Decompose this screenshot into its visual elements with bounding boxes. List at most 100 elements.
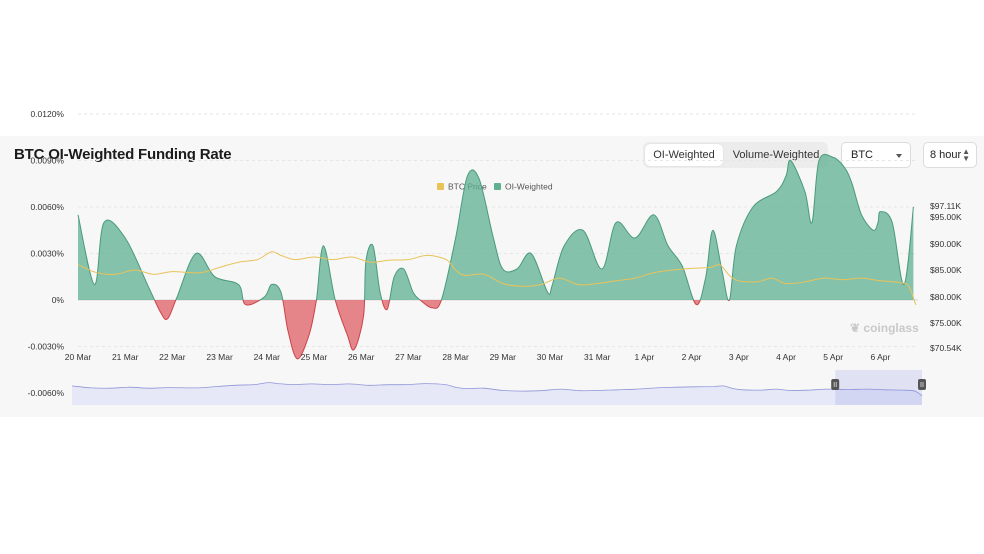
right-axis: $97.11K$95.00K $90.00K $85.00K $80.00K $75.0… [930,201,962,353]
oi-point [308,333,311,336]
oi-point [287,330,290,333]
price-point [464,274,467,277]
y-tick-label: 0.0030% [30,249,64,259]
oi-point [844,167,847,170]
oi-point [419,299,422,302]
navigator-handle-right[interactable] [918,379,926,390]
price-point [770,277,773,280]
oi-point [386,308,389,311]
volume-weighted-tab[interactable]: Volume-Weighted [732,149,820,161]
x-tick-label: 2 Apr [682,352,702,362]
oi-point [412,291,415,294]
price-point [294,258,297,261]
legend-label-oi[interactable]: OI-Weighted [505,182,553,192]
price-point [785,282,788,285]
price-point [237,261,240,264]
price-point [652,271,655,274]
oi-point [551,283,554,286]
oi-point [431,306,434,309]
oi-point [515,268,518,271]
x-tick-label: 23 Mar [206,352,233,362]
price-point [501,282,504,285]
price-point [577,283,580,286]
oi-point [362,314,365,317]
oi-point [379,291,382,294]
legend-swatch-price [437,183,444,190]
oi-point [466,175,469,178]
interval-select[interactable]: 8 hour ▲ ▼ [923,142,977,168]
price-point [671,269,674,272]
oi-point [270,283,273,286]
oi-point [393,275,396,278]
oi-point [353,348,356,351]
coin-select[interactable]: BTC [841,142,911,168]
oi-point [751,206,754,209]
price-point [615,279,618,282]
price-point [77,263,80,266]
price-point [407,258,410,261]
x-tick-label: 1 Apr [634,352,654,362]
oi-point [402,268,405,271]
btc-price-line [77,251,917,305]
price-point [756,280,759,283]
price-point [596,282,599,285]
oi-point [263,295,266,298]
price-point [860,277,863,280]
oi-point [334,299,337,302]
x-tick-label: 24 Mar [254,352,281,362]
y-tick-label: -0.0030% [28,342,65,352]
y-tick-label: 0.0090% [30,156,64,166]
oi-point [546,291,549,294]
legend: BTC Price OI-Weighted [437,182,553,192]
x-tick-label: 30 Mar [537,352,564,362]
oi-point [735,244,738,247]
x-tick-label: 5 Apr [823,352,843,362]
oi-point [244,303,247,306]
oi-point [296,357,299,360]
price-point [369,261,372,264]
coinglass-logo: ❦ coinglass [850,321,919,335]
navigator-area [72,382,922,405]
price-point [690,267,693,270]
oi-point [912,206,915,209]
legend-swatch-oi [494,183,501,190]
oi-point [440,299,443,302]
oi-negative-area [78,300,914,359]
price-point [879,279,882,282]
oi-point [810,221,813,224]
x-tick-label: 25 Mar [301,352,328,362]
oi-point [877,221,880,224]
oi-point [176,295,179,298]
oi-point [728,299,731,302]
y-tick-label: 0% [52,295,65,305]
oi-point [711,229,714,232]
weighting-toggle: OI-Weighted Volume-Weighted [643,142,828,168]
price-point [218,266,221,269]
price-point [709,266,712,269]
x-tick-label: 26 Mar [348,352,375,362]
coin-select-value: BTC [851,149,873,161]
y2-tick-label: $97.11K [930,201,961,211]
logo-icon: ❦ [850,321,861,335]
price-point [256,258,259,261]
x-axis: 20 Mar 21 Mar 22 Mar 23 Mar 24 Mar 25 Mar 26 M… [65,352,891,362]
navigator-handle-left[interactable] [831,379,840,390]
interval-select-value: 8 hour [930,149,962,161]
price-point [114,273,117,276]
oi-point [832,156,835,159]
oi-positive-area [78,154,914,300]
price-point [822,277,825,280]
y2-tick-label: $75.00K [930,318,962,328]
price-point [133,269,136,272]
oi-point [372,244,375,247]
oi-point [803,190,806,193]
oi-point [615,221,618,224]
price-point [279,254,282,257]
price-point [803,280,806,283]
oi-point [633,237,636,240]
left-axis: 0.0120% 0.0090% 0.0060% 0.0030% 0% -0.0030% -0… [28,109,65,398]
oi-point [492,237,495,240]
oi-point [322,244,325,247]
oi-point [159,311,162,314]
